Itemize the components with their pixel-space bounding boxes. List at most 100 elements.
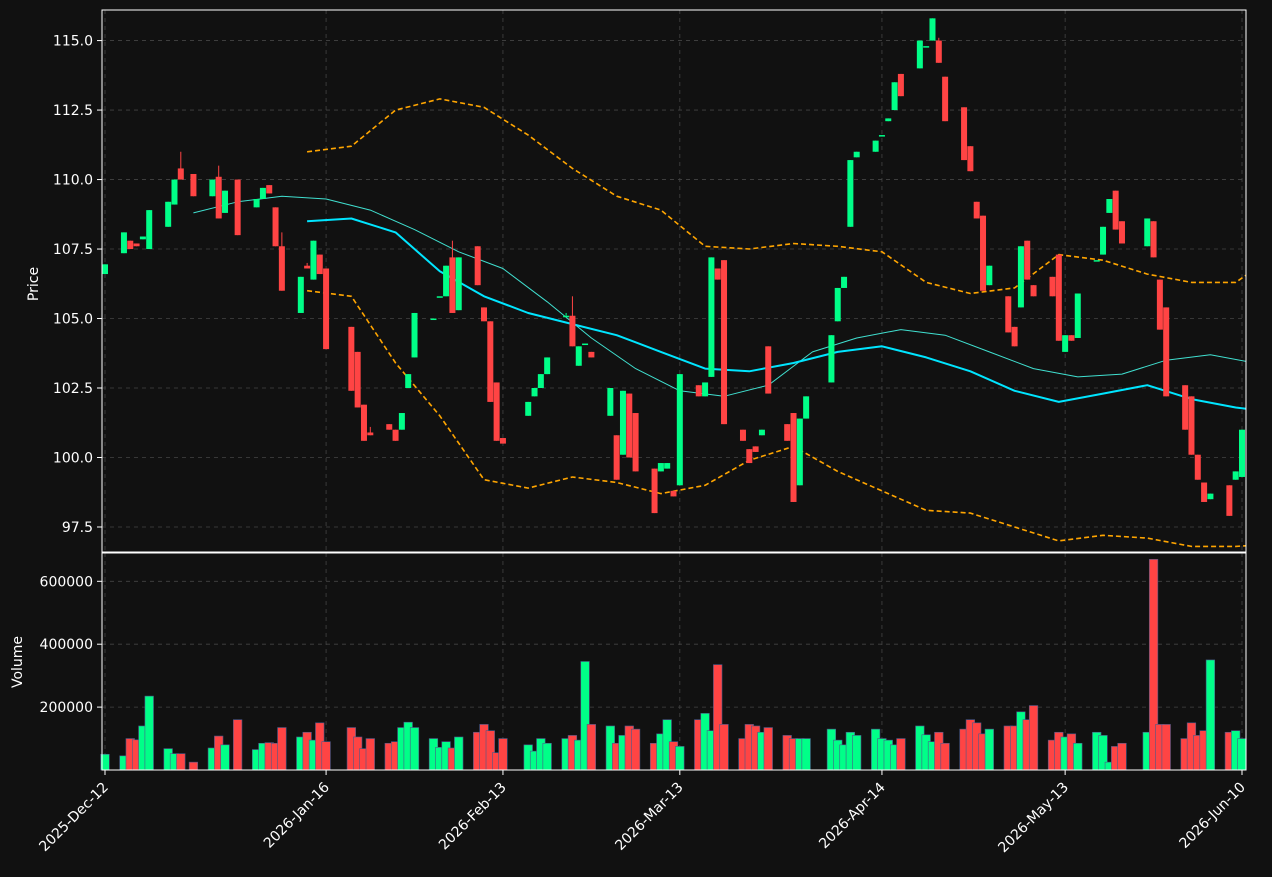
candle-body <box>209 179 216 197</box>
candle-body <box>537 374 544 389</box>
x-tick-label: 2026-May-13 <box>995 780 1072 857</box>
candle-body <box>1005 296 1012 333</box>
candle-body <box>878 135 885 137</box>
candles <box>102 18 1245 516</box>
candle-body <box>323 268 330 350</box>
candle-body <box>259 187 266 200</box>
price-tick-label: 107.5 <box>53 242 93 258</box>
candle-body <box>758 429 765 436</box>
volume-bar <box>188 761 199 771</box>
candle-body <box>607 388 614 416</box>
candle-body <box>1201 482 1208 502</box>
candle-body <box>234 179 241 236</box>
candle-body <box>1112 190 1119 230</box>
candle-body <box>714 268 721 280</box>
candle-body <box>695 385 702 397</box>
candle-body <box>436 296 443 298</box>
x-tick-label: 2025-Dec-12 <box>36 780 111 855</box>
candle-body <box>632 413 639 472</box>
candle-body <box>897 73 904 97</box>
volume-bar <box>365 738 375 771</box>
candle-body <box>828 335 835 383</box>
candle-body <box>796 418 803 486</box>
candle-body <box>929 18 936 41</box>
candle-body <box>1055 254 1062 341</box>
candle-body <box>1017 246 1024 308</box>
candle-body <box>177 168 184 180</box>
volume-bar <box>277 727 287 771</box>
volume-axis-label: Volume <box>10 636 26 688</box>
volume-bar <box>454 736 464 771</box>
candle-body <box>222 190 229 213</box>
volume-bar <box>1161 724 1171 771</box>
volume-bar <box>1028 705 1039 771</box>
candle-body <box>1062 335 1069 352</box>
candle-body <box>146 210 153 250</box>
candle-body <box>708 257 715 377</box>
candle-body <box>1093 260 1100 262</box>
candle-body <box>392 429 399 441</box>
candle-body <box>916 40 923 69</box>
candle-body <box>487 321 494 402</box>
candle-body <box>885 118 892 122</box>
candle-body <box>1024 240 1031 280</box>
candle-body <box>215 176 222 219</box>
candle-body <box>563 315 570 318</box>
candle-body <box>1106 199 1113 213</box>
candle-body <box>784 424 791 441</box>
candle-body <box>702 382 709 397</box>
candle-body <box>297 276 304 313</box>
candle-body <box>165 201 172 227</box>
candle-body <box>619 390 626 455</box>
x-tick-label: 2026-Jan-16 <box>261 779 333 851</box>
candle-body <box>935 40 942 63</box>
candle-body <box>493 382 500 441</box>
candle-body <box>139 236 146 240</box>
volume-bar <box>586 724 596 771</box>
candle-body <box>752 446 759 452</box>
candle-body <box>1163 307 1170 397</box>
candle-body <box>1144 218 1151 247</box>
candle-body <box>790 413 797 502</box>
volume-bar <box>220 744 230 771</box>
candle-body <box>853 151 860 158</box>
volume-bar <box>542 742 552 771</box>
candle-body <box>449 257 456 313</box>
candle-body <box>834 287 841 322</box>
price-tick-label: 115.0 <box>53 34 93 50</box>
price-panel-frame <box>101 9 1247 553</box>
candle-body <box>474 246 481 286</box>
candle-body <box>278 246 285 291</box>
x-tick-label: 2026-Jun-10 <box>1177 780 1249 852</box>
candle-body <box>430 318 437 321</box>
grid <box>102 10 1246 770</box>
volume-panel-frame <box>101 552 1247 771</box>
candle-body <box>1188 396 1195 455</box>
candle-body <box>569 315 576 347</box>
slow-ma-line <box>307 217 1246 410</box>
volume-bar <box>852 735 862 771</box>
volume-tick-label: 200000 <box>40 700 93 716</box>
volume-bar <box>940 742 950 771</box>
candle-body <box>190 173 197 197</box>
candle-body <box>626 393 633 458</box>
candle-body <box>367 432 374 436</box>
volume-bar <box>233 719 243 771</box>
volume-bar <box>498 738 508 771</box>
candle-body <box>765 346 772 394</box>
volume-bar <box>675 746 685 771</box>
candle-body <box>651 468 658 514</box>
candle-body <box>961 107 968 161</box>
price-tick-label: 110.0 <box>53 173 93 189</box>
volume-bar <box>176 753 186 771</box>
candle-body <box>398 413 405 430</box>
candle-body <box>443 265 450 297</box>
x-tick-label: 2026-Apr-14 <box>816 779 889 852</box>
panel-frames <box>101 9 1247 771</box>
candle-body <box>923 46 930 48</box>
candle-body <box>967 146 974 172</box>
volume-bar <box>1073 742 1083 771</box>
candle-body <box>481 307 487 322</box>
price-tick-label: 112.5 <box>53 103 93 119</box>
